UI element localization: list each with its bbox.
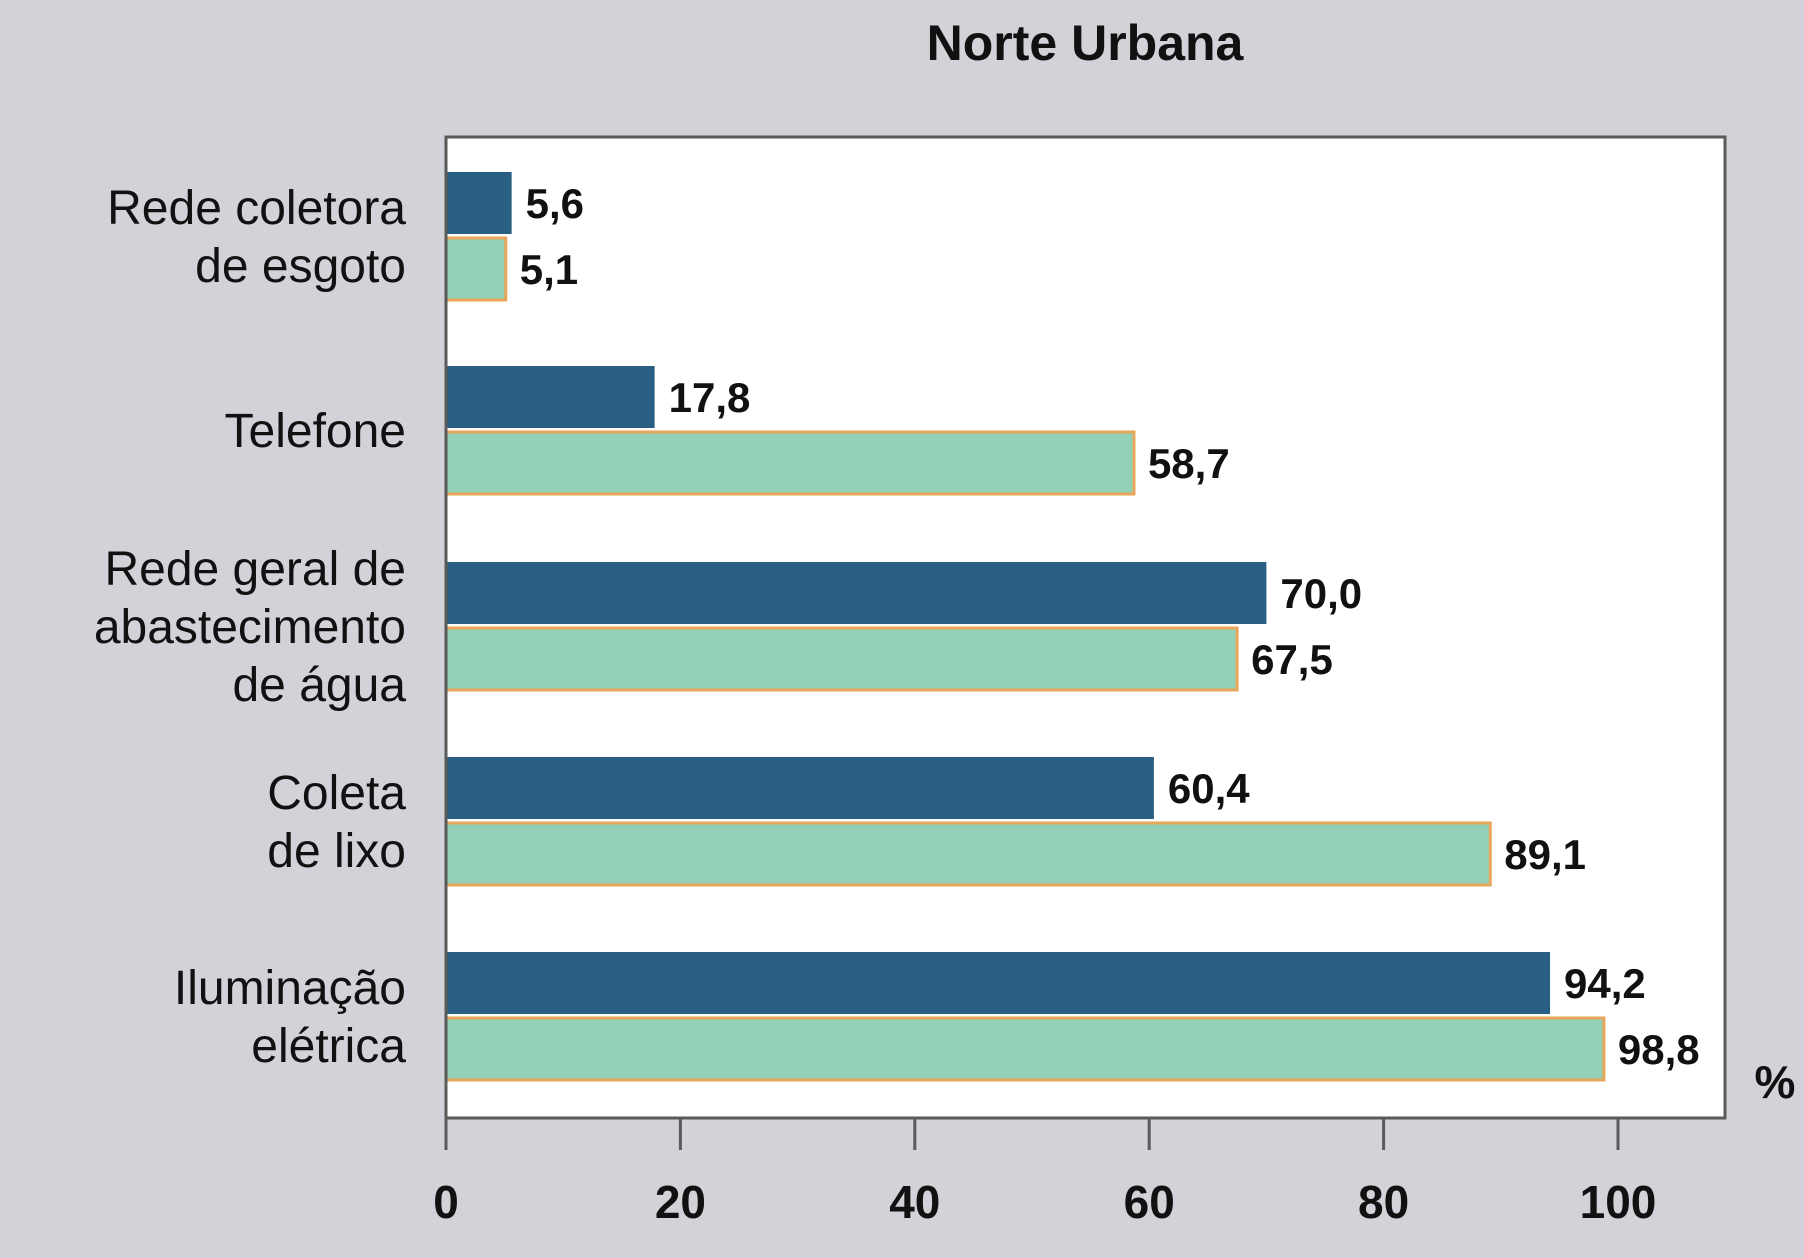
bar	[446, 952, 1551, 1014]
bar	[446, 366, 655, 428]
data-label: 17,8	[669, 374, 751, 421]
bar	[446, 562, 1267, 624]
x-tick-label: 20	[655, 1176, 706, 1228]
bar	[444, 626, 1239, 692]
x-tick-label: 40	[889, 1176, 940, 1228]
bar	[444, 236, 508, 302]
data-label: 98,8	[1618, 1026, 1700, 1073]
data-label: 70,0	[1280, 570, 1362, 617]
x-tick-label: 100	[1580, 1176, 1657, 1228]
category-label: elétrica	[251, 1020, 406, 1073]
category-label: Rede geral de	[104, 543, 406, 596]
category-label: Iluminação	[174, 962, 406, 1015]
bar	[446, 757, 1154, 819]
data-label: 89,1	[1504, 831, 1586, 878]
bar	[444, 821, 1492, 887]
data-label: 5,6	[526, 180, 584, 227]
data-label: 5,1	[520, 246, 578, 293]
data-label: 58,7	[1148, 440, 1230, 487]
bar	[446, 172, 512, 234]
x-tick-label: 80	[1358, 1176, 1409, 1228]
unit-label: %	[1755, 1056, 1796, 1108]
x-tick-label: 60	[1124, 1176, 1175, 1228]
bar	[444, 1016, 1606, 1082]
category-label: Telefone	[225, 405, 406, 458]
category-label: de água	[232, 659, 406, 712]
category-label: de esgoto	[195, 240, 406, 293]
x-tick-label: 0	[433, 1176, 459, 1228]
category-label: Coleta	[267, 767, 406, 820]
data-label: 94,2	[1564, 960, 1646, 1007]
data-label: 60,4	[1168, 765, 1250, 812]
bar	[444, 430, 1136, 496]
category-label: Rede coletora	[107, 182, 406, 235]
chart-title: Norte Urbana	[927, 15, 1245, 71]
category-label: de lixo	[267, 825, 406, 878]
data-label: 67,5	[1251, 636, 1333, 683]
category-label: abastecimento	[94, 601, 406, 654]
